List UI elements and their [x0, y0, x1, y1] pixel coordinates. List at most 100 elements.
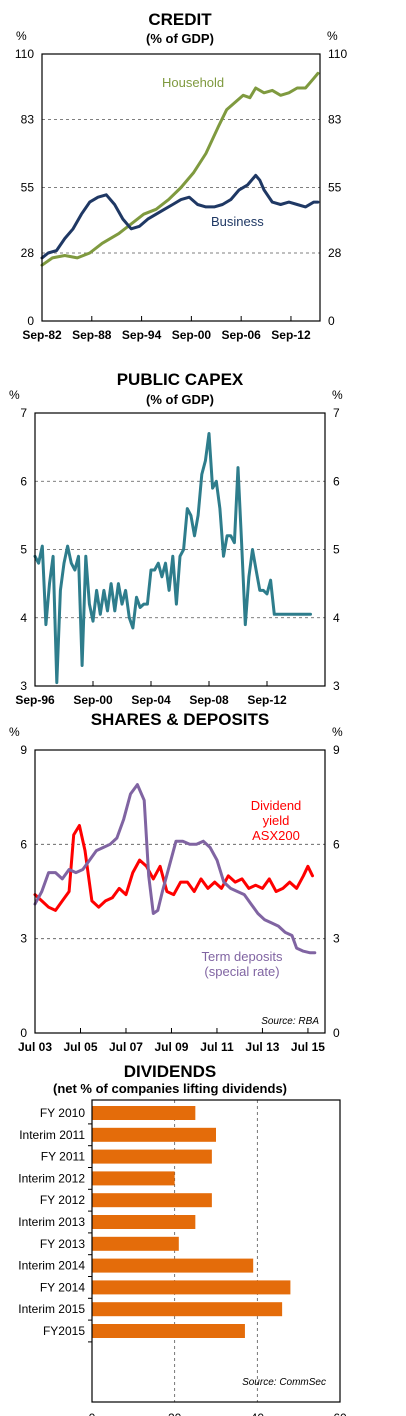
x-tick-label: Jul 13 — [245, 1040, 279, 1054]
bar — [92, 1149, 212, 1164]
bar — [92, 1215, 196, 1229]
y-tick-label-left: 3 — [20, 679, 27, 693]
category-label: FY 2014 — [40, 1280, 85, 1294]
category-label: FY 2012 — [40, 1193, 85, 1207]
y-tick-label-left: 83 — [21, 113, 35, 127]
y-tick-label-right: 110 — [328, 47, 347, 61]
public-capex-panel: PUBLIC CAPEX (% of GDP) %% 7 7 6 6 5 5 4 4 3 3 Sep-… — [0, 360, 406, 710]
series-line-2 — [40, 173, 320, 260]
series-label-dividend-yield: yield — [263, 813, 290, 828]
category-label: Interim 2014 — [18, 1259, 85, 1273]
bar — [92, 1302, 283, 1317]
x-tick-label: 60 — [333, 1411, 347, 1416]
y-unit-right: % — [332, 388, 343, 402]
plot-frame — [91, 1099, 341, 1403]
y-tick-label-left: 28 — [21, 246, 35, 260]
y-tick-label-right: 83 — [328, 113, 342, 127]
plot-frame — [41, 53, 321, 322]
y-unit-left: % — [9, 388, 20, 402]
bar — [92, 1106, 196, 1120]
shares-deposits-panel: SHARES & DEPOSITS %% 9 9 6 6 3 3 0 0 Jul 03 Jul 05… — [0, 700, 406, 1060]
y-tick-label-right: 0 — [333, 1026, 340, 1040]
chart-title: DIVIDENDS — [123, 1062, 217, 1081]
chart-subtitle: (% of GDP) — [146, 392, 214, 407]
y-unit-left: % — [16, 29, 27, 43]
y-unit-right: % — [332, 725, 343, 739]
category-label: FY 2010 — [40, 1106, 85, 1120]
x-tick-label: Jul 03 — [18, 1040, 52, 1054]
bar — [92, 1236, 179, 1251]
x-tick-label: Sep-82 — [22, 328, 62, 342]
x-tick-label: Jul 09 — [154, 1040, 188, 1054]
y-tick-label-left: 110 — [15, 47, 34, 61]
source-note: Source: RBA — [261, 1016, 319, 1027]
bar — [92, 1171, 175, 1186]
x-tick-label: Jul 15 — [291, 1040, 325, 1054]
y-unit-right: % — [327, 29, 338, 43]
y-tick-label-left: 0 — [27, 314, 34, 328]
x-tick-label: 20 — [168, 1411, 182, 1416]
x-tick-label: Sep-96 — [15, 693, 55, 707]
y-tick-label-left: 55 — [21, 181, 35, 195]
y-tick-label-left: 9 — [20, 743, 27, 757]
x-tick-label: Sep-12 — [271, 328, 311, 342]
y-tick-label-right: 55 — [328, 181, 342, 195]
x-tick-label: 0 — [89, 1411, 96, 1416]
x-tick-label: Sep-88 — [72, 328, 112, 342]
series-label-household: Household — [162, 75, 224, 90]
y-tick-label-right: 6 — [333, 837, 340, 851]
x-tick-label: Sep-06 — [221, 328, 261, 342]
chart-subtitle: (net % of companies lifting dividends) — [52, 1081, 287, 1096]
x-tick-label: Sep-04 — [131, 693, 171, 707]
y-tick-label-left: 4 — [20, 611, 27, 625]
series-line-2 — [33, 783, 317, 955]
y-tick-label-left: 7 — [20, 406, 27, 420]
y-tick-label-left: 0 — [20, 1026, 27, 1040]
source-note: Source: CommSec — [242, 1377, 326, 1388]
bar — [92, 1193, 212, 1208]
x-tick-label: Sep-12 — [247, 693, 287, 707]
y-tick-label-right: 4 — [333, 611, 340, 625]
category-label: Interim 2011 — [19, 1128, 85, 1142]
x-tick-label: Jul 05 — [63, 1040, 97, 1054]
series-label-dividend-yield: ASX200 — [252, 828, 300, 843]
y-tick-label-right: 0 — [328, 314, 335, 328]
category-label: FY 2011 — [41, 1150, 86, 1164]
y-tick-label-left: 6 — [20, 837, 27, 851]
chart-subtitle: (% of GDP) — [146, 31, 214, 46]
category-label: Interim 2013 — [18, 1215, 85, 1229]
chart-title: SHARES & DEPOSITS — [90, 710, 270, 729]
category-label: Interim 2012 — [18, 1171, 85, 1185]
category-label: FY2015 — [43, 1324, 85, 1338]
chart-title: CREDIT — [148, 10, 212, 29]
series-label-business: Business — [211, 214, 264, 229]
bar — [92, 1127, 216, 1142]
y-tick-label-right: 6 — [333, 474, 340, 488]
x-tick-label: Jul 07 — [109, 1040, 143, 1054]
series-label-dividend-yield: Dividend — [251, 798, 302, 813]
y-tick-label-left: 5 — [20, 543, 27, 557]
bar — [92, 1280, 291, 1295]
x-tick-label: Sep-00 — [73, 693, 113, 707]
series-line-1 — [40, 71, 320, 267]
x-tick-label: Jul 11 — [200, 1040, 234, 1054]
y-tick-label-right: 5 — [333, 543, 340, 557]
y-unit-left: % — [9, 725, 20, 739]
y-tick-label-right: 7 — [333, 406, 340, 420]
chart-title: PUBLIC CAPEX — [116, 370, 244, 389]
series-line-1 — [33, 432, 312, 685]
series-line-1 — [33, 824, 314, 912]
bar — [92, 1324, 245, 1338]
y-tick-label-right: 28 — [328, 246, 342, 260]
plot-frame — [34, 412, 326, 687]
x-tick-label: Sep-94 — [122, 328, 162, 342]
x-tick-label: Sep-00 — [172, 328, 212, 342]
dividends-chart: 0 20 40 60 FY 2010 Interim 2011 FY 2011 Interim… — [18, 1099, 347, 1416]
series-label-term-deposits: Term deposits — [202, 949, 283, 964]
category-label: FY 2013 — [40, 1237, 85, 1251]
y-tick-label-left: 6 — [20, 474, 27, 488]
category-label: Interim 2015 — [18, 1302, 85, 1316]
